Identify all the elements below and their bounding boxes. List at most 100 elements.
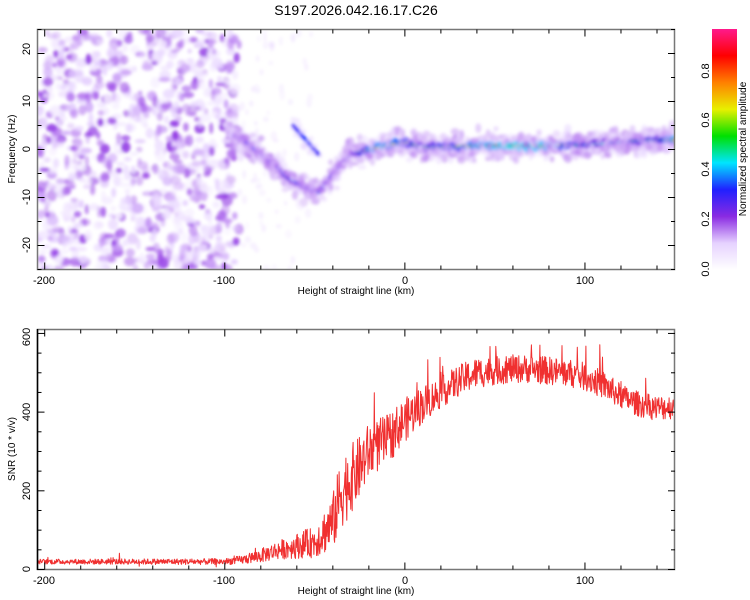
spectrogram-cell: [90, 32, 99, 39]
spectrogram-cell: [183, 37, 192, 45]
spectrogram-cell: [49, 105, 62, 117]
spectrogram-cell: [151, 107, 157, 116]
spectrogram-cell: [287, 98, 294, 106]
spectrogram-cell: [96, 139, 105, 147]
spectrogram-cell: [200, 260, 206, 266]
spectrogram-cell: [105, 159, 113, 170]
spectrogram-cell: [155, 29, 166, 39]
spectrogram-cell: [400, 128, 406, 138]
spectrogram-cell: [111, 244, 123, 252]
spectrogram-cell: [157, 49, 164, 58]
spectrogram-cell: [61, 130, 72, 136]
spectrogram-cell: [124, 175, 132, 181]
spectrogram-cell: [99, 240, 104, 248]
spectrogram-cell: [131, 65, 137, 73]
spectrogram-cell: [156, 124, 162, 136]
spectrogram-cell: [70, 215, 76, 223]
spectrogram-cell: [312, 143, 319, 150]
spectrogram-cell: [633, 150, 642, 159]
spectrogram-cell: [202, 143, 210, 154]
spectrogram-cell: [66, 92, 76, 102]
spectrogram-cell: [191, 247, 201, 260]
spectrogram-cell: [593, 134, 599, 140]
spectrogram-cell: [129, 95, 136, 101]
spectrogram-cell: [245, 109, 249, 116]
spectrogram-cell: [40, 244, 52, 249]
spectrogram-cell: [183, 135, 191, 145]
spectrogram-cell: [208, 216, 213, 225]
spectrogram-cell: [195, 234, 206, 245]
spectrogram-cell: [482, 136, 488, 143]
spectrogram-cell: [43, 156, 51, 163]
spectrogram-cell: [250, 86, 256, 93]
spectrogram-cell: [84, 101, 94, 113]
spectrogram-cell: [123, 35, 134, 44]
spectrogram-cell: [55, 82, 62, 91]
spectrogram-cell: [78, 164, 86, 171]
spectrogram-cell: [233, 52, 240, 63]
spectrogram-cell: [103, 233, 115, 239]
spectrogram-cell: [82, 179, 92, 184]
spectrogram-cell: [132, 263, 139, 269]
spectrogram-cell: [223, 157, 230, 165]
spectrogram-cell: [654, 127, 662, 133]
spectrogram-cell: [237, 188, 243, 196]
spectrogram-cell: [215, 241, 221, 251]
spectrogram-cell: [232, 70, 239, 80]
spectrogram-ytick-label: 10: [21, 95, 33, 107]
spectrogram-cell: [300, 128, 307, 135]
spectrogram-cell: [214, 178, 220, 191]
spectrogram-cell: [394, 130, 399, 137]
spectrogram-cell: [120, 69, 132, 76]
spectrogram-cell: [226, 125, 234, 133]
spectrogram-cell: [74, 164, 79, 173]
spectrogram-cell: [270, 131, 278, 141]
spectrogram-cell: [140, 116, 148, 127]
spectrogram-cell: [65, 54, 73, 60]
spectrogram-cell: [410, 128, 418, 136]
spectrogram-cell: [195, 29, 204, 34]
spectrogram-cell: [623, 149, 630, 155]
spectrogram-cell: [126, 233, 138, 245]
spectrogram-cell: [199, 47, 210, 57]
spectrogram-cell: [38, 190, 47, 199]
spectrogram-cell: [328, 184, 334, 191]
spectrogram-cell: [150, 77, 160, 89]
spectrogram-cell: [255, 55, 260, 62]
spectrogram-cell: [38, 230, 50, 239]
spectrogram-cell: [255, 183, 263, 189]
spectrogram-cell: [226, 107, 233, 115]
spectrogram-cell: [157, 40, 168, 49]
spectrogram-cell: [599, 145, 605, 152]
spectrogram-cell: [92, 39, 98, 45]
spectrogram-cell: [78, 255, 88, 264]
spectrogram-cell: [440, 153, 449, 163]
spectrogram-cell: [88, 112, 94, 125]
spectrogram-cell: [57, 186, 62, 198]
spectrogram-cell: [674, 138, 675, 143]
spectrogram-cell: [274, 209, 279, 214]
spectrogram-cell: [442, 137, 451, 148]
spectrogram-cell: [125, 123, 133, 133]
spectrogram-cell: [591, 129, 600, 136]
spectrogram-cell: [198, 204, 206, 210]
spectrogram-cell: [152, 163, 159, 175]
spectrogram-cell: [124, 188, 131, 195]
spectrogram-cell: [81, 218, 87, 227]
spectrogram-cell: [164, 115, 169, 125]
spectrogram-cell: [319, 196, 328, 202]
spectrogram-cell: [58, 248, 69, 255]
spectrogram-cell: [87, 125, 98, 137]
spectrogram-cell: [316, 151, 321, 157]
spectrogram-cell: [179, 249, 187, 260]
spectrogram-cell: [120, 55, 129, 65]
spectrogram-cell: [173, 224, 185, 232]
spectrogram-cell: [184, 207, 195, 218]
spectrogram-cell: [188, 234, 196, 246]
spectrogram-cell: [207, 253, 214, 260]
spectrogram-cell: [208, 78, 213, 89]
spectrogram-cell: [195, 60, 205, 69]
spectrogram-cell: [263, 169, 267, 178]
spectrogram-cell: [115, 228, 126, 238]
spectrogram-cell: [58, 234, 71, 243]
